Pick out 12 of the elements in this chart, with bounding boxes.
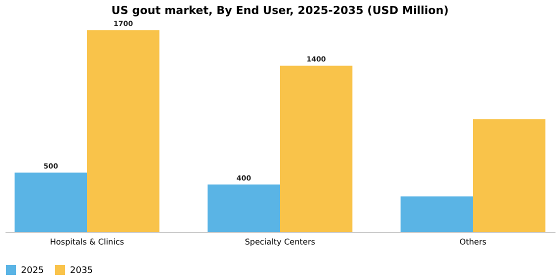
bar: [280, 66, 352, 232]
bar: [208, 184, 280, 232]
legend-label: 2025: [21, 266, 44, 276]
chart-title: US gout market, By End User, 2025-2035 (USD Million): [111, 4, 449, 17]
bar: [400, 196, 473, 232]
x-tick-label: Specialty Centers: [244, 238, 316, 246]
bar: [472, 119, 546, 232]
x-tick-label: Others: [460, 238, 486, 246]
legend-label: 2035: [70, 266, 93, 276]
x-tick-label: Hospitals & Clinics: [50, 238, 124, 246]
bar: [87, 30, 160, 232]
bar: [14, 172, 88, 232]
